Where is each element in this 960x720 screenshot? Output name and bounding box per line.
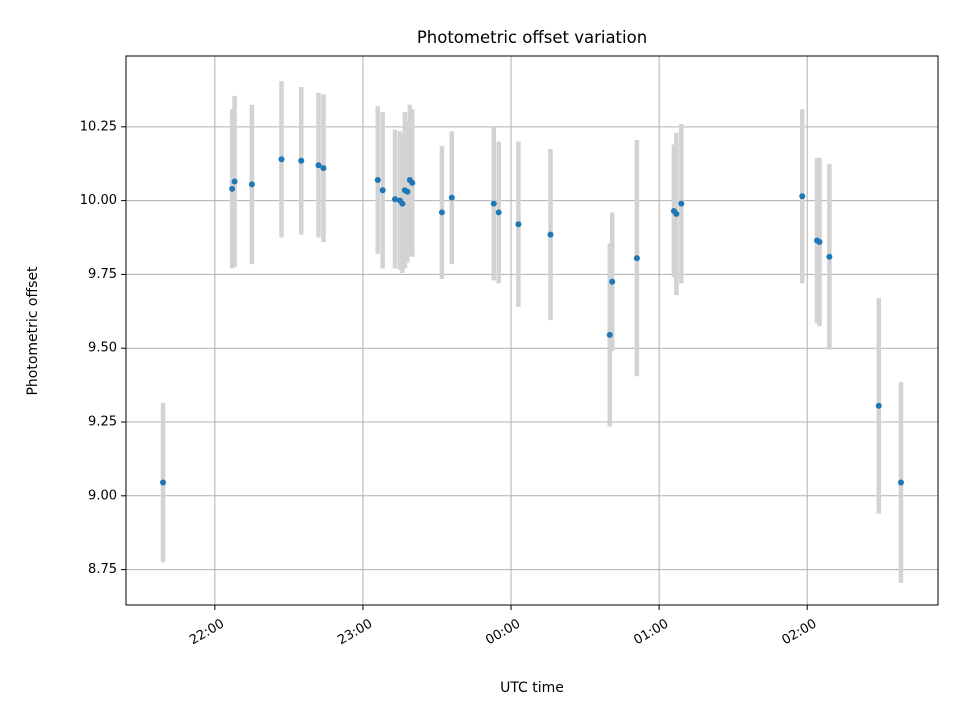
data-point <box>409 179 416 186</box>
y-tick-label: 9.75 <box>88 267 117 282</box>
data-point <box>315 162 322 169</box>
y-axis-label: Photometric offset <box>25 266 41 396</box>
data-point <box>379 187 386 194</box>
x-axis: 22:00 23:00 00:00 01:00 02:00 <box>187 605 819 648</box>
data-point <box>320 165 327 172</box>
data-point <box>248 181 255 188</box>
data-point <box>448 194 455 201</box>
data-point <box>374 176 381 183</box>
data-point <box>606 331 613 338</box>
data-point <box>404 188 411 195</box>
chart-title: Photometric offset variation <box>417 28 647 47</box>
data-point <box>816 238 823 245</box>
y-axis: 8.75 9.00 9.25 9.50 9.75 10.00 10.25 <box>80 119 126 577</box>
data-point <box>229 185 236 192</box>
markers <box>160 156 904 486</box>
data-point <box>490 200 497 207</box>
data-point <box>231 178 238 185</box>
data-point <box>897 479 904 486</box>
plot-frame <box>125 55 939 606</box>
data-point <box>799 193 806 200</box>
data-point <box>547 231 554 238</box>
x-tick-label: 02:00 <box>779 616 819 648</box>
data-point <box>278 156 285 163</box>
data-point <box>392 196 399 203</box>
y-tick-label: 10.25 <box>80 119 117 134</box>
y-tick-label: 8.75 <box>88 562 117 577</box>
data-point <box>633 255 640 262</box>
data-point <box>673 210 680 217</box>
data-point <box>515 221 522 228</box>
data-point <box>399 200 406 207</box>
y-tick-label: 9.00 <box>88 488 117 503</box>
data-point <box>298 157 305 164</box>
x-axis-label: UTC time <box>500 680 564 696</box>
y-tick-label: 9.25 <box>88 415 117 430</box>
x-tick-label: 22:00 <box>187 616 227 648</box>
errorbars <box>160 81 904 583</box>
x-tick-label: 01:00 <box>631 616 671 648</box>
data-point <box>678 200 685 207</box>
data-point <box>609 278 616 285</box>
y-tick-label: 9.50 <box>88 341 117 356</box>
data-point <box>160 479 167 486</box>
data-point <box>875 402 882 409</box>
x-tick-label: 23:00 <box>335 616 375 648</box>
x-tick-label: 00:00 <box>483 616 523 648</box>
data-point <box>495 209 502 216</box>
data-point <box>438 209 445 216</box>
y-tick-label: 10.00 <box>80 193 117 208</box>
data-point <box>826 253 833 260</box>
grid <box>126 56 938 605</box>
